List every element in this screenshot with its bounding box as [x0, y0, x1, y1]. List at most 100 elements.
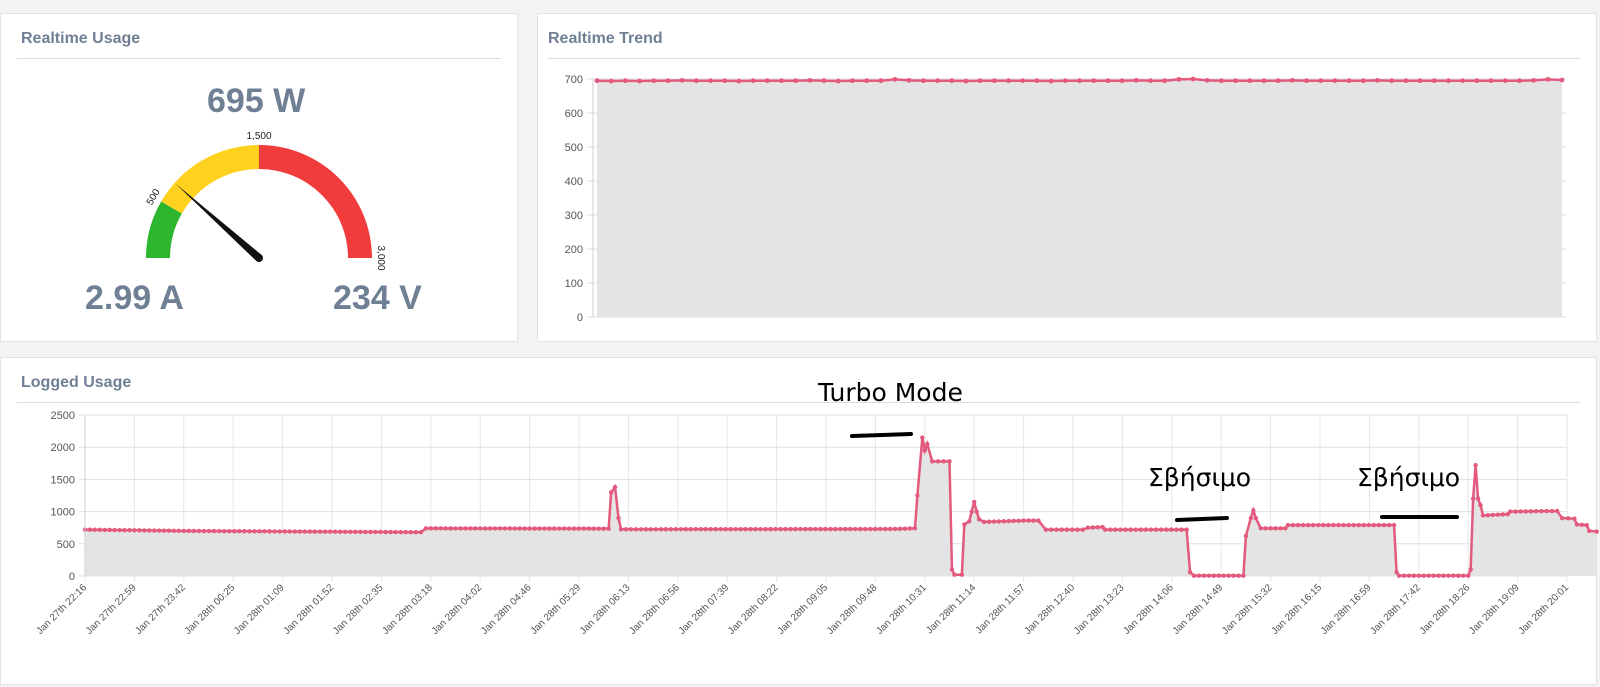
logged-point	[967, 519, 972, 524]
logged-point	[1470, 496, 1476, 501]
realtime-trend-chart: 0 100 200 300 400 500 600 700	[565, 74, 1566, 324]
y-tick-label: 200	[565, 244, 583, 256]
logged-line	[84, 437, 1597, 577]
logged-point	[1253, 515, 1258, 521]
logged-point	[1158, 527, 1164, 532]
logged-point	[196, 528, 202, 534]
voltage-value: 234 V	[333, 279, 422, 317]
trend-area-fill	[597, 79, 1562, 317]
logged-point	[581, 526, 587, 531]
trend-point	[935, 78, 940, 84]
logged-point	[532, 526, 537, 531]
logged-point	[949, 567, 955, 572]
logged-point	[487, 526, 493, 531]
x-tick-label: Jan 28th 12:40	[1023, 582, 1078, 637]
logged-point	[1206, 573, 1212, 578]
logged-point	[618, 527, 624, 532]
trend-point	[1077, 78, 1082, 84]
logged-point	[1164, 527, 1169, 532]
logged-point	[1485, 513, 1491, 518]
logged-point	[838, 526, 843, 532]
logged-point	[297, 529, 303, 534]
logged-point	[843, 526, 848, 532]
logged-point	[413, 529, 419, 535]
divider	[17, 58, 501, 59]
logged-point	[1143, 527, 1149, 532]
logged-point	[628, 527, 634, 532]
logged-point	[976, 517, 982, 522]
logged-point	[478, 526, 483, 531]
logged-area-fill	[85, 437, 1597, 576]
logged-point	[1221, 573, 1226, 578]
trend-point	[693, 78, 699, 84]
logged-point	[132, 528, 137, 533]
logged-point	[1495, 512, 1501, 517]
x-tick-label: Jan 27th 22:16	[35, 582, 90, 637]
trend-point	[949, 78, 955, 84]
logged-point	[282, 529, 287, 534]
logged-point	[1416, 573, 1422, 578]
logged-point	[557, 526, 562, 531]
x-tick-label: Jan 28th 14:49	[1171, 582, 1226, 637]
logged-point	[1133, 527, 1138, 532]
logged-point	[102, 527, 107, 533]
logged-point	[147, 528, 152, 533]
x-tick-label: Jan 28th 20:01	[1517, 582, 1572, 637]
trend-point	[1006, 78, 1011, 84]
logged-point	[1305, 522, 1311, 528]
logged-point	[743, 526, 748, 532]
logged-point	[122, 527, 127, 533]
trend-point	[1091, 78, 1097, 84]
logged-point	[863, 526, 868, 532]
x-tick-label: Jan 28th 11:57	[974, 582, 1028, 636]
logged-point	[753, 526, 758, 532]
logged-point	[853, 526, 858, 532]
logged-point	[1490, 512, 1496, 518]
trend-point	[1034, 78, 1040, 84]
logged-point	[117, 527, 122, 533]
logged-point	[418, 530, 424, 535]
trend-point	[608, 78, 614, 84]
logged-point	[1396, 573, 1402, 578]
trend-point	[1261, 78, 1267, 84]
logged-point	[1500, 512, 1505, 517]
trend-point	[594, 78, 600, 84]
logged-point	[1544, 508, 1549, 514]
logged-point	[1321, 522, 1326, 528]
logged-point	[601, 526, 606, 531]
logged-point	[897, 526, 903, 532]
logged-point	[542, 526, 547, 531]
x-tick-label: Jan 28th 04:46	[479, 582, 534, 637]
trend-point	[651, 78, 657, 84]
logged-point	[1426, 573, 1431, 578]
trend-point	[779, 78, 784, 84]
logged-point	[211, 528, 217, 534]
logged-point	[368, 529, 373, 535]
gauge-band-2	[161, 145, 259, 214]
trend-point	[1488, 78, 1494, 84]
logged-point	[1201, 573, 1207, 578]
x-tick-label: Jan 28th 06:56	[627, 582, 682, 637]
logged-point	[848, 526, 853, 532]
logged-point	[378, 529, 383, 535]
logged-point	[468, 526, 473, 531]
logged-point	[952, 572, 957, 577]
logged-point	[433, 526, 438, 531]
logged-point	[1431, 573, 1436, 578]
trend-point	[1431, 78, 1437, 84]
logged-point	[608, 490, 614, 495]
logged-point	[1310, 522, 1316, 528]
logged-point	[969, 509, 974, 514]
logged-point	[925, 441, 930, 447]
x-tick-label: Jan 28th 10:31	[874, 582, 929, 637]
logged-point	[482, 526, 488, 531]
y-tick-label: 2000	[51, 442, 75, 454]
y-tick-label: 500	[565, 142, 583, 154]
logged-point	[221, 528, 227, 534]
logged-point	[1421, 573, 1426, 578]
logged-point	[758, 526, 763, 532]
logged-point	[403, 529, 408, 535]
trend-point	[1389, 78, 1395, 84]
logged-point	[277, 529, 282, 534]
trend-point	[764, 78, 770, 84]
